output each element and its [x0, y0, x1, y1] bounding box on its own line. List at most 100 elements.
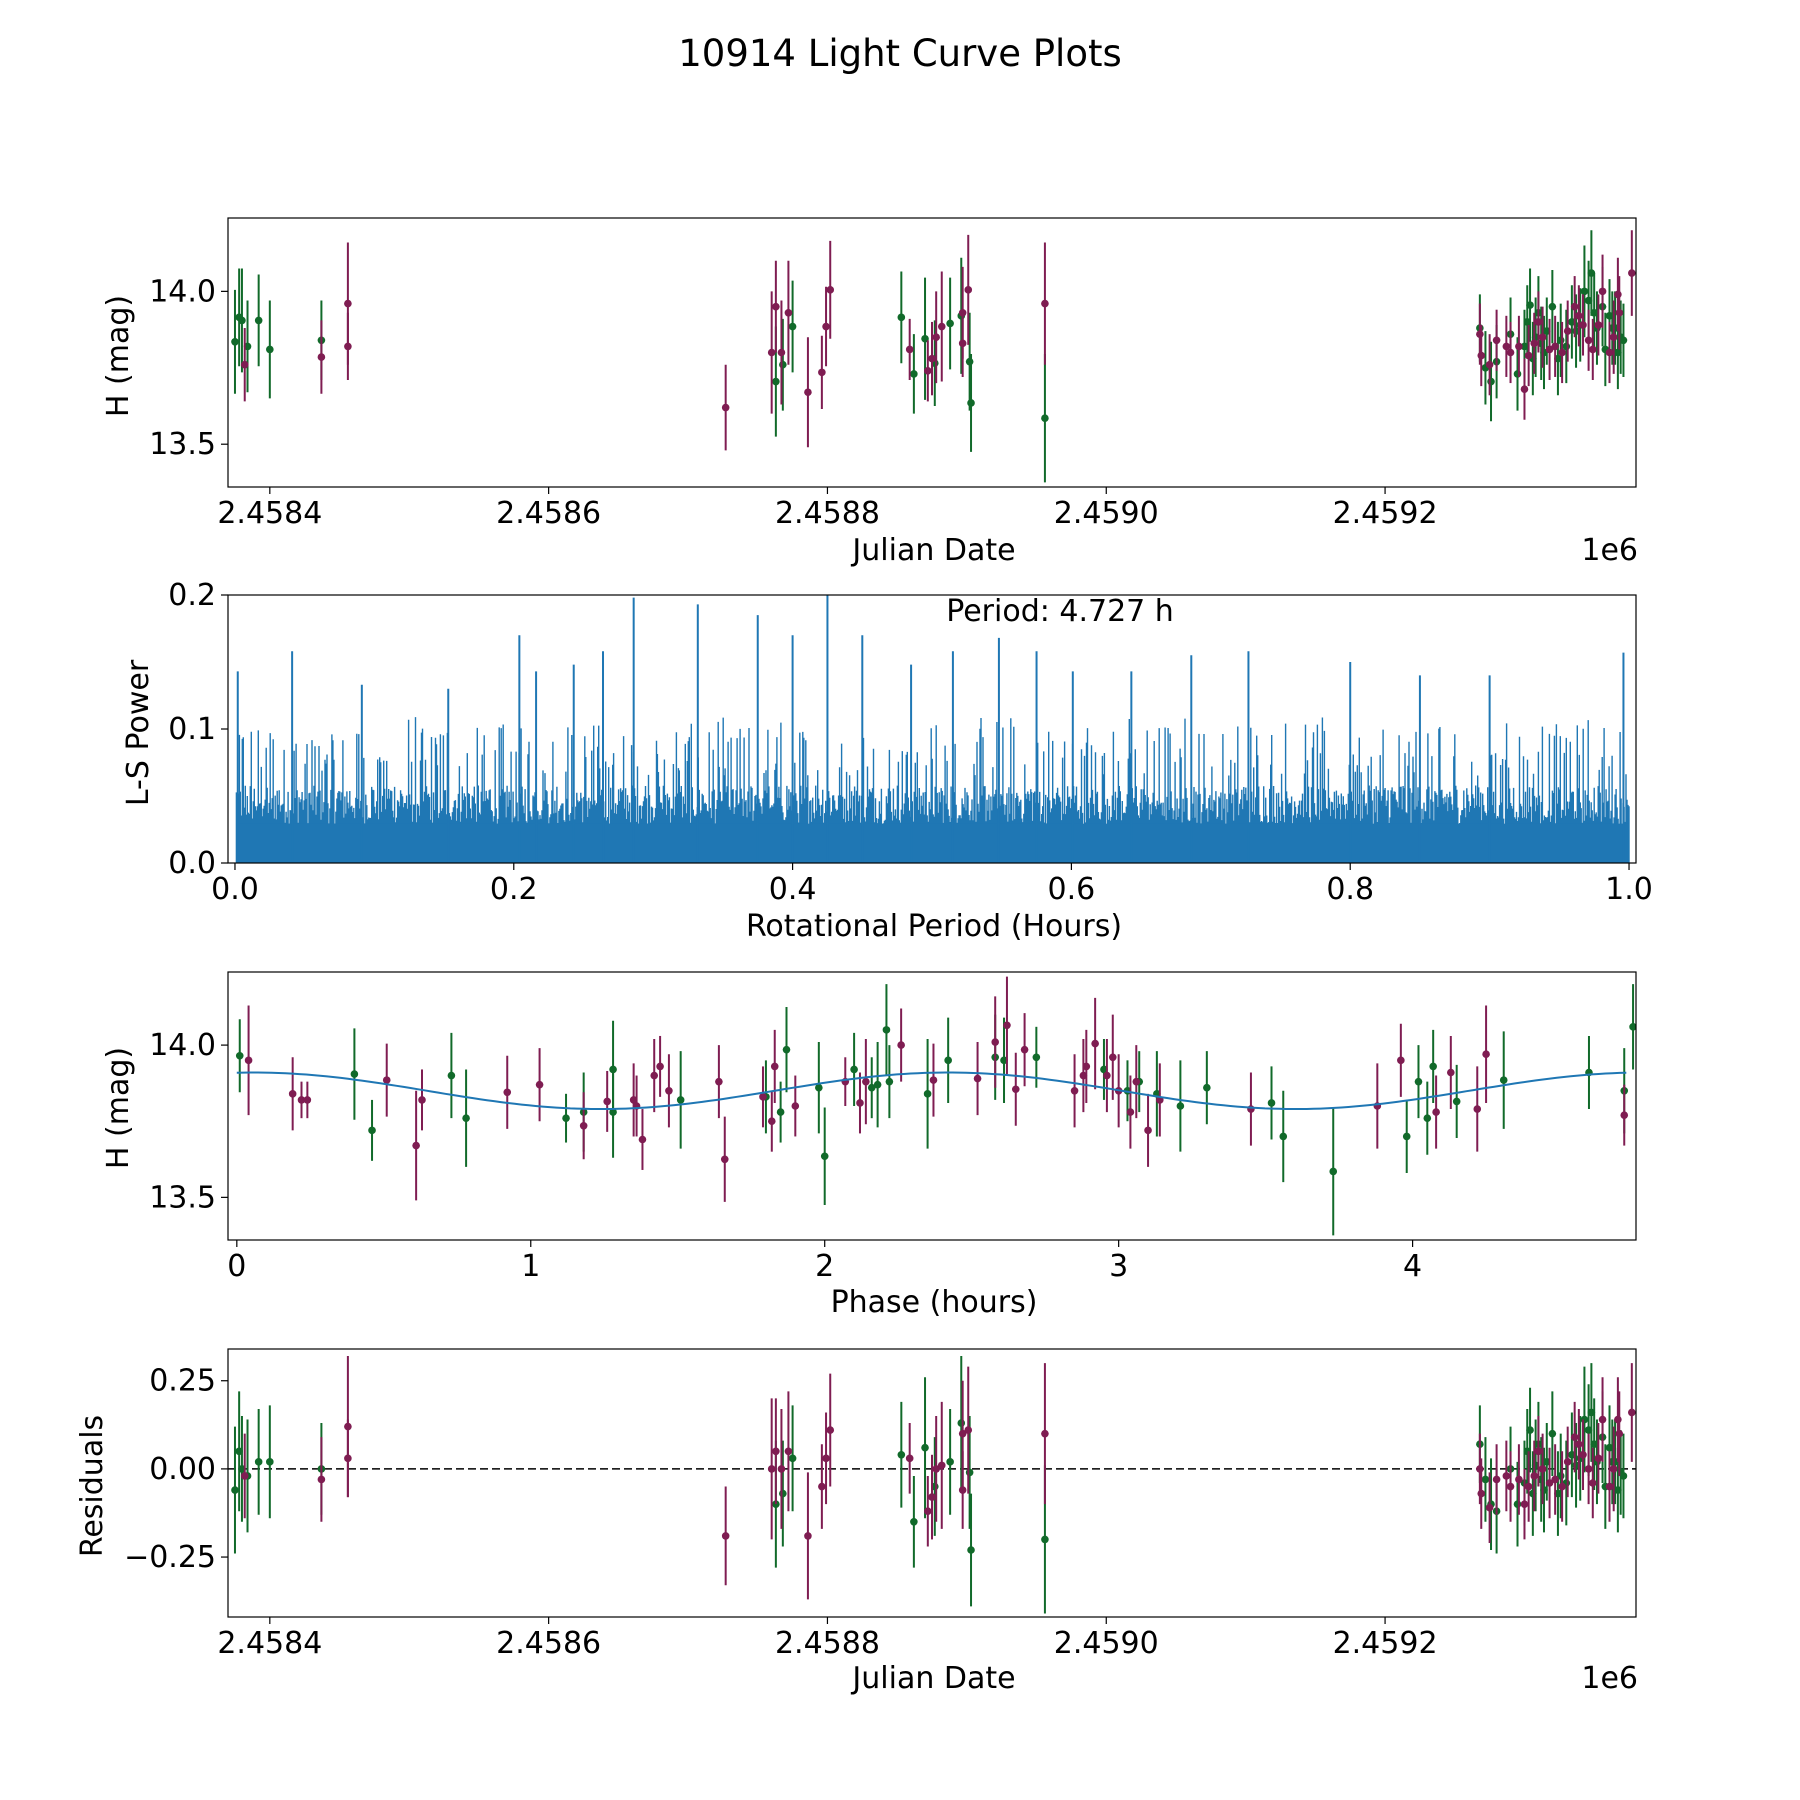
- lightcurve-point-magenta: [1534, 318, 1543, 326]
- residuals-xtick-label: 2.4584: [217, 1626, 322, 1661]
- residuals-point-magenta: [772, 1447, 780, 1456]
- phased-xtick-label: 3: [1109, 1249, 1128, 1284]
- phased-point-green: [867, 1083, 876, 1092]
- phased-point-green: [850, 1065, 858, 1074]
- periodogram-power-fill: [236, 823, 1630, 863]
- residuals-ytick-label: 0.25: [149, 1364, 216, 1399]
- lightcurve-point-magenta: [1614, 290, 1622, 299]
- periodogram-panel: L-S Power Rotational Period (Hours) Peri…: [121, 578, 1653, 944]
- lightcurve-ytick-label: 13.5: [149, 427, 216, 462]
- lightcurve-point-green: [1548, 302, 1557, 311]
- lightcurve-point-green: [254, 316, 263, 325]
- residuals-point-magenta: [804, 1532, 812, 1540]
- residuals-point-green: [910, 1517, 918, 1526]
- lightcurve-point-green: [1580, 287, 1589, 296]
- residuals-point-magenta: [1530, 1472, 1539, 1480]
- lightcurve-point-green: [897, 313, 906, 322]
- lightcurve-point-green: [266, 345, 274, 354]
- residuals-point-magenta: [1628, 1408, 1636, 1417]
- residuals-point-magenta: [767, 1465, 776, 1473]
- periodogram-xtick-label: 0.2: [490, 872, 538, 907]
- lightcurve-point-magenta: [240, 360, 249, 369]
- lightcurve-point-green: [946, 319, 954, 328]
- residuals-point-green: [946, 1458, 954, 1466]
- phased-point-magenta: [303, 1096, 312, 1104]
- phased-points: [235, 976, 1636, 1236]
- lightcurve-point-magenta: [1628, 269, 1636, 277]
- residuals-point-magenta: [1476, 1465, 1484, 1473]
- phased-point-green: [368, 1126, 376, 1135]
- lightcurve-point-magenta: [1605, 348, 1614, 357]
- phased-point-magenta: [1447, 1068, 1455, 1077]
- residuals-point-magenta: [1492, 1475, 1501, 1484]
- phased-point-green: [1000, 1056, 1008, 1065]
- phased-panel: H (mag) Phase (hours) 0 1 2 3 4 13.5 14.0: [101, 971, 1637, 1320]
- phased-point-magenta: [715, 1077, 723, 1086]
- lightcurve-ylabel: H (mag): [101, 295, 136, 417]
- phased-point-magenta: [856, 1099, 864, 1107]
- phased-point-magenta: [412, 1141, 420, 1150]
- phased-frame: [227, 971, 1637, 1241]
- phased-ytick-label: 13.5: [149, 1180, 216, 1215]
- lightcurve-xtick-label: 2.4588: [775, 496, 880, 531]
- residuals-point-green: [1548, 1429, 1557, 1438]
- lightcurve-point-magenta: [932, 333, 940, 342]
- lightcurve-point-magenta: [937, 322, 946, 331]
- lightcurve-frame: [227, 217, 1637, 488]
- residuals-point-magenta: [1534, 1447, 1543, 1456]
- phased-xtick-label: 1: [521, 1249, 540, 1284]
- phased-point-green: [1329, 1167, 1338, 1176]
- phased-ytick-label: 14.0: [149, 1028, 216, 1063]
- lightcurve-panel: H (mag) Julian Date 1e6 2.4584 2.4586 2.45…: [101, 217, 1638, 568]
- periodogram-xtick-label: 0.4: [769, 872, 817, 907]
- lightcurve-point-green: [1487, 377, 1495, 386]
- phased-point-magenta: [418, 1096, 426, 1104]
- residuals-point-magenta: [1605, 1482, 1614, 1491]
- phased-point-green: [873, 1080, 882, 1089]
- phased-point-green: [235, 1051, 244, 1060]
- lightcurve-point-magenta: [721, 403, 730, 412]
- phased-point-magenta: [382, 1076, 391, 1084]
- phased-xtick-label: 2: [815, 1249, 834, 1284]
- phased-point-magenta: [1011, 1085, 1020, 1094]
- residuals-frame: [227, 1348, 1637, 1618]
- residuals-point-green: [1526, 1426, 1534, 1434]
- residuals-point-magenta: [317, 1475, 326, 1484]
- residuals-point-magenta: [1609, 1465, 1618, 1473]
- residuals-point-green: [965, 1468, 974, 1477]
- lightcurve-point-magenta: [1485, 360, 1494, 369]
- residuals-point-magenta: [1614, 1415, 1622, 1424]
- lightcurve-point-magenta: [1563, 327, 1572, 335]
- lightcurve-point-magenta: [784, 308, 793, 317]
- lightcurve-point-green: [231, 338, 239, 346]
- phased-point-magenta: [1079, 1071, 1088, 1080]
- residuals-point-magenta: [932, 1465, 940, 1473]
- residuals-point-magenta: [1558, 1482, 1566, 1491]
- phased-xtick-label: 4: [1403, 1249, 1422, 1284]
- lightcurve-point-magenta: [1545, 345, 1554, 354]
- phased-point-magenta: [862, 1077, 870, 1086]
- residuals-point-magenta: [822, 1454, 830, 1463]
- residuals-point-magenta: [1041, 1429, 1049, 1438]
- lightcurve-point-green: [1556, 336, 1565, 345]
- lightcurve-point-magenta: [1594, 321, 1603, 329]
- lightcurve-point-magenta: [905, 345, 914, 354]
- lightcurve-point-magenta: [1570, 302, 1579, 311]
- phased-point-magenta: [665, 1086, 673, 1095]
- phased-point-magenta: [1397, 1056, 1405, 1065]
- lightcurve-xtick-label: 2.4586: [496, 496, 601, 531]
- lightcurve-point-green: [967, 399, 975, 407]
- residuals-point-green: [967, 1546, 975, 1554]
- lightcurve-point-magenta: [928, 354, 936, 363]
- lightcurve-point-green: [772, 377, 780, 386]
- residuals-xtick-label: 2.4592: [1333, 1626, 1438, 1661]
- phased-point-magenta: [288, 1090, 297, 1098]
- lightcurve-point-green: [788, 322, 797, 331]
- phased-point-magenta: [1144, 1126, 1152, 1135]
- lightcurve-point-magenta: [1551, 342, 1559, 351]
- residuals-point-magenta: [1524, 1482, 1533, 1491]
- lightcurve-point-magenta: [777, 348, 786, 357]
- phased-point-magenta: [1473, 1105, 1482, 1113]
